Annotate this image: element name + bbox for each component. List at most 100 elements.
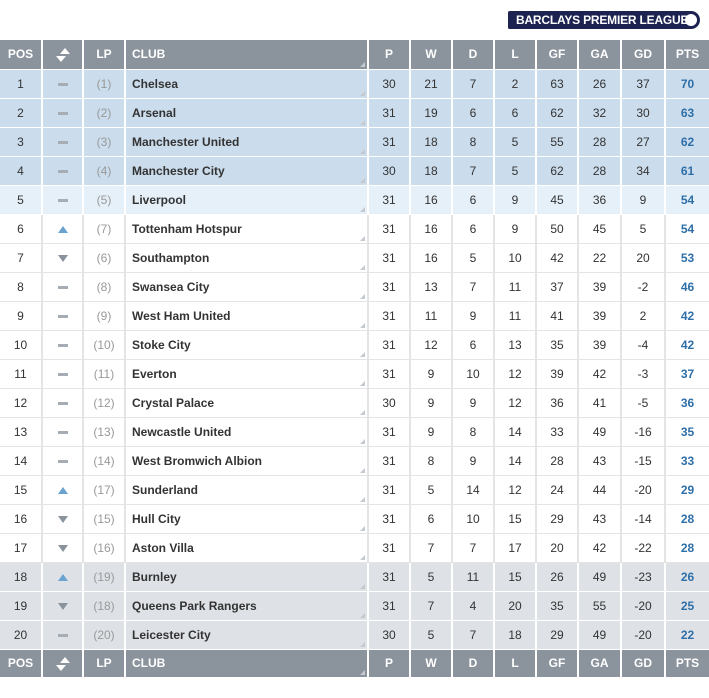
cell-lp: (15) <box>83 504 126 534</box>
cell-w: 16 <box>410 243 453 273</box>
cell-p: 31 <box>368 359 411 389</box>
cell-d: 9 <box>452 301 495 331</box>
cell-lp: (1) <box>83 69 126 99</box>
cell-p: 31 <box>368 301 411 331</box>
cell-d: 7 <box>452 156 495 186</box>
cell-w: 7 <box>410 533 453 563</box>
cell-gf: 35 <box>536 330 579 360</box>
movement-icon <box>57 430 68 434</box>
team-row: 8 (8) Swansea City 31 13 7 11 37 39 -2 46 <box>0 272 709 302</box>
column-header: PTS <box>665 649 709 677</box>
cell-gd: -4 <box>621 330 666 360</box>
cell-p: 30 <box>368 388 411 418</box>
cell-gd: -16 <box>621 417 666 447</box>
column-header: GF <box>536 40 579 70</box>
movement-cell <box>42 446 84 476</box>
movement-cell <box>42 98 84 128</box>
cell-d: 7 <box>452 620 495 650</box>
cell-gd: -2 <box>621 272 666 302</box>
cell-ga: 32 <box>578 98 622 128</box>
team-row: 13 (13) Newcastle United 31 9 8 14 33 49 -16 35 <box>0 417 709 447</box>
cell-ga: 42 <box>578 359 622 389</box>
cell-pts: 35 <box>665 417 709 447</box>
cell-gf: 26 <box>536 562 579 592</box>
team-row: 1 (1) Chelsea 30 21 7 2 63 26 37 70 <box>0 69 709 99</box>
cell-d: 8 <box>452 127 495 157</box>
column-header: W <box>410 649 453 677</box>
cell-w: 18 <box>410 127 453 157</box>
cell-club: Stoke City <box>125 330 369 360</box>
cell-pts: 53 <box>665 243 709 273</box>
cell-lp: (5) <box>83 185 126 215</box>
cell-d: 10 <box>452 359 495 389</box>
movement-cell <box>42 359 84 389</box>
cell-lp: (3) <box>83 127 126 157</box>
movement-cell <box>42 388 84 418</box>
cell-ga: 45 <box>578 214 622 244</box>
cell-gf: 35 <box>536 591 579 621</box>
team-row: 16 (15) Hull City 31 6 10 15 29 43 -14 28 <box>0 504 709 534</box>
cell-gf: 42 <box>536 243 579 273</box>
cell-w: 16 <box>410 185 453 215</box>
cell-gf: 62 <box>536 156 579 186</box>
cell-lp: (17) <box>83 475 126 505</box>
movement-cell <box>42 620 84 650</box>
cell-w: 16 <box>410 214 453 244</box>
movement-cell <box>42 533 84 563</box>
column-header: L <box>494 40 537 70</box>
cell-gf: 37 <box>536 272 579 302</box>
movement-cell <box>42 214 84 244</box>
movement-header <box>42 649 84 677</box>
team-row: 7 (6) Southampton 31 16 5 10 42 22 20 53 <box>0 243 709 273</box>
cell-ga: 44 <box>578 475 622 505</box>
header-row: POS LP CLUB P W D L GF GA GD PTS <box>0 649 709 677</box>
cell-club: Everton <box>125 359 369 389</box>
cell-pts: 33 <box>665 446 709 476</box>
movement-icon <box>57 372 68 376</box>
cell-gf: 36 <box>536 388 579 418</box>
cell-pos: 11 <box>0 359 43 389</box>
cell-w: 6 <box>410 504 453 534</box>
cell-pos: 15 <box>0 475 43 505</box>
cell-gf: 63 <box>536 69 579 99</box>
cell-pos: 13 <box>0 417 43 447</box>
cell-l: 14 <box>494 446 537 476</box>
cell-pos: 8 <box>0 272 43 302</box>
cell-gd: 20 <box>621 243 666 273</box>
cell-l: 18 <box>494 620 537 650</box>
column-header: LP <box>83 40 126 70</box>
cell-pts: 54 <box>665 214 709 244</box>
cell-pos: 12 <box>0 388 43 418</box>
cell-p: 31 <box>368 98 411 128</box>
cell-d: 9 <box>452 388 495 418</box>
cell-l: 6 <box>494 98 537 128</box>
cell-d: 7 <box>452 272 495 302</box>
cell-ga: 42 <box>578 533 622 563</box>
team-row: 4 (4) Manchester City 30 18 7 5 62 28 34 61 <box>0 156 709 186</box>
cell-lp: (2) <box>83 98 126 128</box>
team-row: 20 (20) Leicester City 30 5 7 18 29 49 -20 22 <box>0 620 709 650</box>
cell-gf: 20 <box>536 533 579 563</box>
cell-lp: (11) <box>83 359 126 389</box>
cell-ga: 49 <box>578 562 622 592</box>
cell-l: 5 <box>494 127 537 157</box>
column-header: POS <box>0 649 43 677</box>
movement-cell <box>42 591 84 621</box>
cell-w: 8 <box>410 446 453 476</box>
cell-lp: (9) <box>83 301 126 331</box>
cell-p: 31 <box>368 533 411 563</box>
cell-w: 9 <box>410 359 453 389</box>
cell-club: Leicester City <box>125 620 369 650</box>
cell-club: Hull City <box>125 504 369 534</box>
cell-d: 5 <box>452 243 495 273</box>
cell-pts: 46 <box>665 272 709 302</box>
cell-gf: 28 <box>536 446 579 476</box>
cell-club: Newcastle United <box>125 417 369 447</box>
cell-d: 6 <box>452 98 495 128</box>
movement-icon <box>57 111 68 115</box>
cell-pts: 54 <box>665 185 709 215</box>
cell-ga: 28 <box>578 156 622 186</box>
cell-pos: 6 <box>0 214 43 244</box>
cell-pos: 3 <box>0 127 43 157</box>
cell-p: 31 <box>368 591 411 621</box>
